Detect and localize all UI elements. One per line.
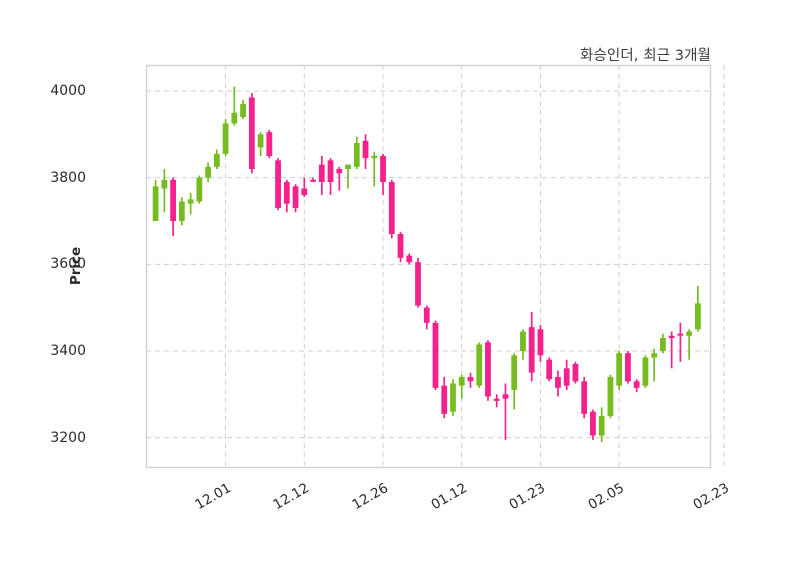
candle-body: [590, 411, 596, 436]
candle-body: [397, 234, 404, 258]
plot-background: [146, 65, 711, 468]
candle-body: [581, 381, 588, 414]
candle-body: [161, 179, 168, 189]
candle-body: [546, 359, 553, 380]
candle-body: [292, 186, 299, 208]
candle-body: [310, 179, 316, 182]
candle-body: [625, 353, 631, 382]
candle-body: [511, 355, 518, 390]
candle-body: [616, 353, 623, 386]
gridlines: [146, 65, 725, 468]
candle-body: [152, 186, 159, 221]
candle-body: [345, 164, 351, 169]
candle-body: [633, 381, 640, 388]
candle-body: [476, 344, 483, 386]
candle-body: [187, 199, 194, 204]
y-tick-label: 3800: [50, 169, 86, 186]
candle-body: [222, 123, 229, 154]
candle-body: [686, 331, 693, 336]
candle-body: [388, 182, 395, 234]
candle-body: [642, 357, 649, 386]
candle-body: [257, 134, 264, 148]
candle-body: [651, 353, 658, 358]
candle-body: [406, 255, 413, 263]
candle-body: [380, 156, 386, 182]
candle-body: [170, 179, 176, 221]
plot-border-rect: [145, 64, 712, 469]
candle-body: [231, 112, 238, 124]
candle-body: [598, 416, 605, 436]
candle-body: [205, 166, 211, 178]
candle-body: [660, 338, 666, 351]
candle-body: [502, 394, 509, 399]
candle-body: [668, 335, 675, 338]
candle-body: [301, 188, 308, 195]
candle-body: [555, 377, 561, 388]
candle-body: [196, 177, 203, 202]
candle-body: [493, 398, 500, 401]
candle-body: [336, 169, 343, 174]
candle-body: [415, 262, 421, 306]
candle-body: [485, 342, 491, 397]
candle-body: [607, 377, 614, 416]
candle-body: [441, 385, 448, 414]
candle-body: [275, 160, 281, 208]
candle-body: [467, 377, 474, 382]
y-tick-label: 3400: [50, 343, 86, 359]
candle-body: [318, 164, 325, 182]
plot-border: [145, 64, 712, 469]
candle-body: [563, 368, 570, 386]
candle-body: [677, 333, 684, 336]
candle-body: [362, 140, 369, 159]
candle-body: [327, 160, 334, 182]
candle-body: [572, 364, 579, 382]
candle-body: [537, 329, 544, 356]
candle-body: [266, 132, 273, 156]
candle-body: [213, 153, 220, 167]
candle-body: [694, 303, 701, 330]
candle-body: [371, 156, 378, 159]
candle-body: [423, 307, 430, 323]
candle-body: [178, 201, 185, 221]
candlestick-series: [152, 86, 701, 442]
y-tick-label: 3200: [50, 429, 86, 446]
chart-title: 화승인더, 최근 3개월: [580, 48, 711, 64]
candle-body: [432, 322, 439, 388]
y-tick-label: 3600: [50, 256, 86, 273]
candle-body: [353, 143, 360, 167]
candle-body: [458, 377, 465, 386]
candle-body: [240, 104, 246, 117]
candle-body: [520, 331, 526, 351]
candle-body: [450, 383, 456, 412]
candle-body: [248, 97, 255, 169]
candle-body: [283, 182, 290, 204]
candle-body: [528, 327, 535, 373]
y-tick-label: 4000: [50, 83, 86, 99]
